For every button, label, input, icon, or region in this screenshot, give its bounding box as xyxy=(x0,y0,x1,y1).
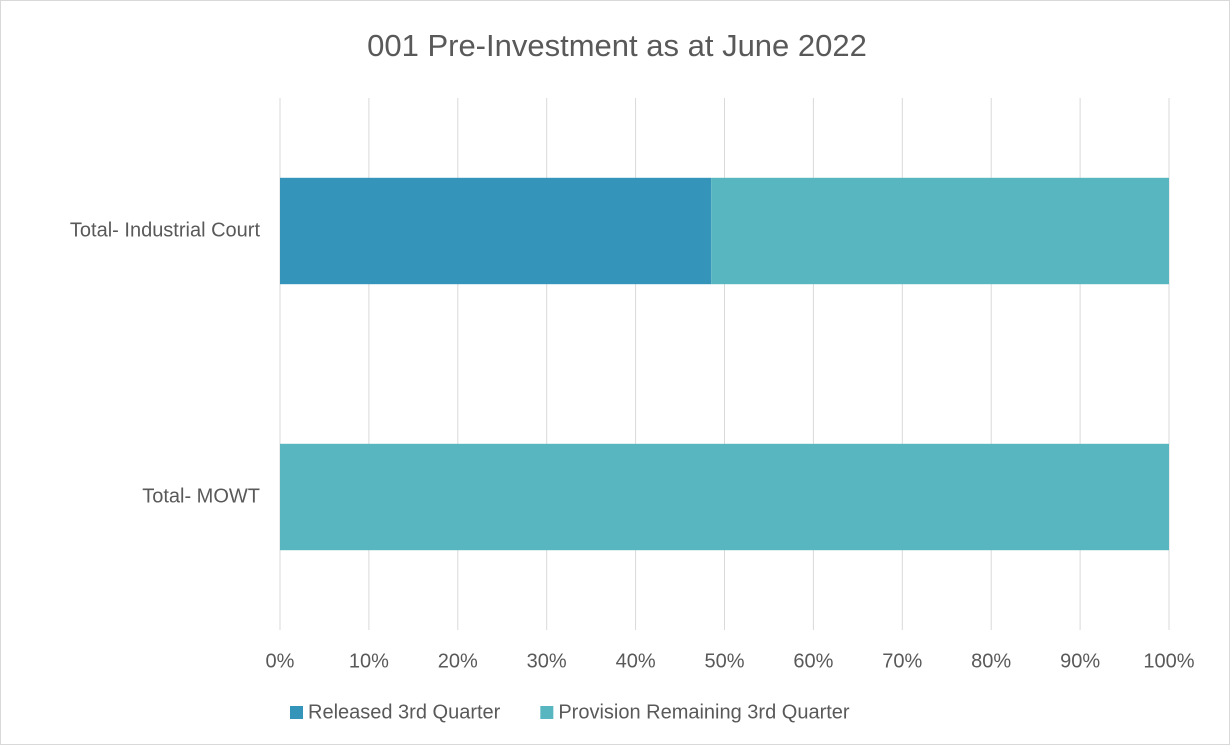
bar-segment xyxy=(711,177,1169,285)
x-tick-label: 90% xyxy=(1060,650,1100,672)
x-tick-label: 20% xyxy=(438,650,478,672)
x-tick-label: 0% xyxy=(266,650,295,672)
x-tick-label: 60% xyxy=(793,650,833,672)
x-tick-label: 30% xyxy=(527,650,567,672)
chart-title: 001 Pre-Investment as at June 2022 xyxy=(367,28,867,63)
y-tick-label: Total- Industrial Court xyxy=(70,219,261,241)
legend-label: Provision Remaining 3rd Quarter xyxy=(558,701,850,723)
x-tick-label: 100% xyxy=(1143,650,1194,672)
bar-segment xyxy=(280,177,712,285)
legend-label: Released 3rd Quarter xyxy=(308,701,501,723)
x-tick-label: 50% xyxy=(704,650,744,672)
x-tick-label: 40% xyxy=(616,650,656,672)
legend-swatch xyxy=(290,706,303,719)
y-tick-label: Total- MOWT xyxy=(142,485,260,507)
x-tick-label: 10% xyxy=(349,650,389,672)
x-tick-label: 80% xyxy=(971,650,1011,672)
bar-segment xyxy=(280,443,1169,551)
legend-swatch xyxy=(540,706,554,719)
x-tick-label: 70% xyxy=(882,650,922,672)
